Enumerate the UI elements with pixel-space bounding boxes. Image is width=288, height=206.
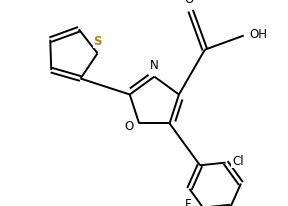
Text: N: N	[150, 59, 159, 72]
Text: OH: OH	[249, 28, 267, 41]
Text: O: O	[125, 119, 134, 132]
Text: O: O	[184, 0, 194, 6]
Text: Cl: Cl	[232, 155, 244, 167]
Text: S: S	[93, 35, 102, 48]
Text: F: F	[184, 197, 191, 206]
